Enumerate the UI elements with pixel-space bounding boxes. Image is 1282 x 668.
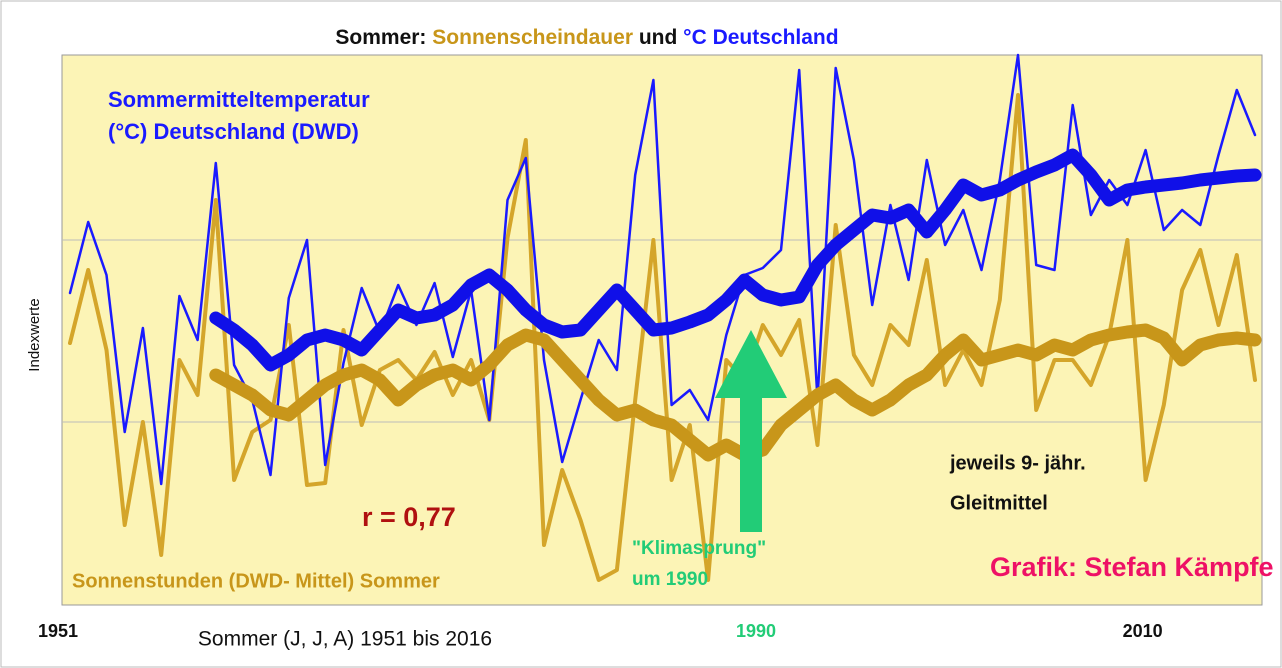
series-line: [68, 93, 1257, 582]
annotation: (°C) Deutschland (DWD): [108, 119, 359, 144]
series-line: [209, 323, 1262, 462]
annotation: Sommermitteltemperatur: [108, 87, 370, 112]
title-part: Sonnenscheindauer: [432, 26, 633, 49]
series-line: [209, 148, 1262, 372]
series-layer: [68, 53, 1262, 582]
annotation: r = 0,77: [362, 502, 456, 532]
annotation: "Klimasprung": [632, 538, 766, 559]
x-tick-label: 1951: [38, 621, 78, 641]
annotation: Grafik: Stefan Kämpfe: [990, 552, 1274, 582]
y-axis-label: Indexwerte: [26, 298, 43, 371]
annotation: jeweils 9- jähr.: [949, 452, 1086, 474]
annotation: Gleitmittel: [950, 492, 1048, 514]
x-tick-label: 1990: [736, 621, 776, 641]
annotation: Sonnenstunden (DWD- Mittel) Sommer: [72, 570, 440, 592]
arrow: [715, 330, 787, 532]
title-part: und: [639, 26, 677, 49]
title-part: Sommer:: [335, 26, 426, 49]
chart-title: Sommer: Sonnenscheindauer und °C Deutsch…: [335, 26, 838, 49]
series-line: [68, 53, 1257, 486]
x-tick-label: 2010: [1123, 621, 1163, 641]
title-part: °C Deutschland: [683, 26, 838, 49]
annotation: um 1990: [632, 569, 708, 590]
x-axis-label: Sommer (J, J, A) 1951 bis 2016: [198, 628, 492, 651]
